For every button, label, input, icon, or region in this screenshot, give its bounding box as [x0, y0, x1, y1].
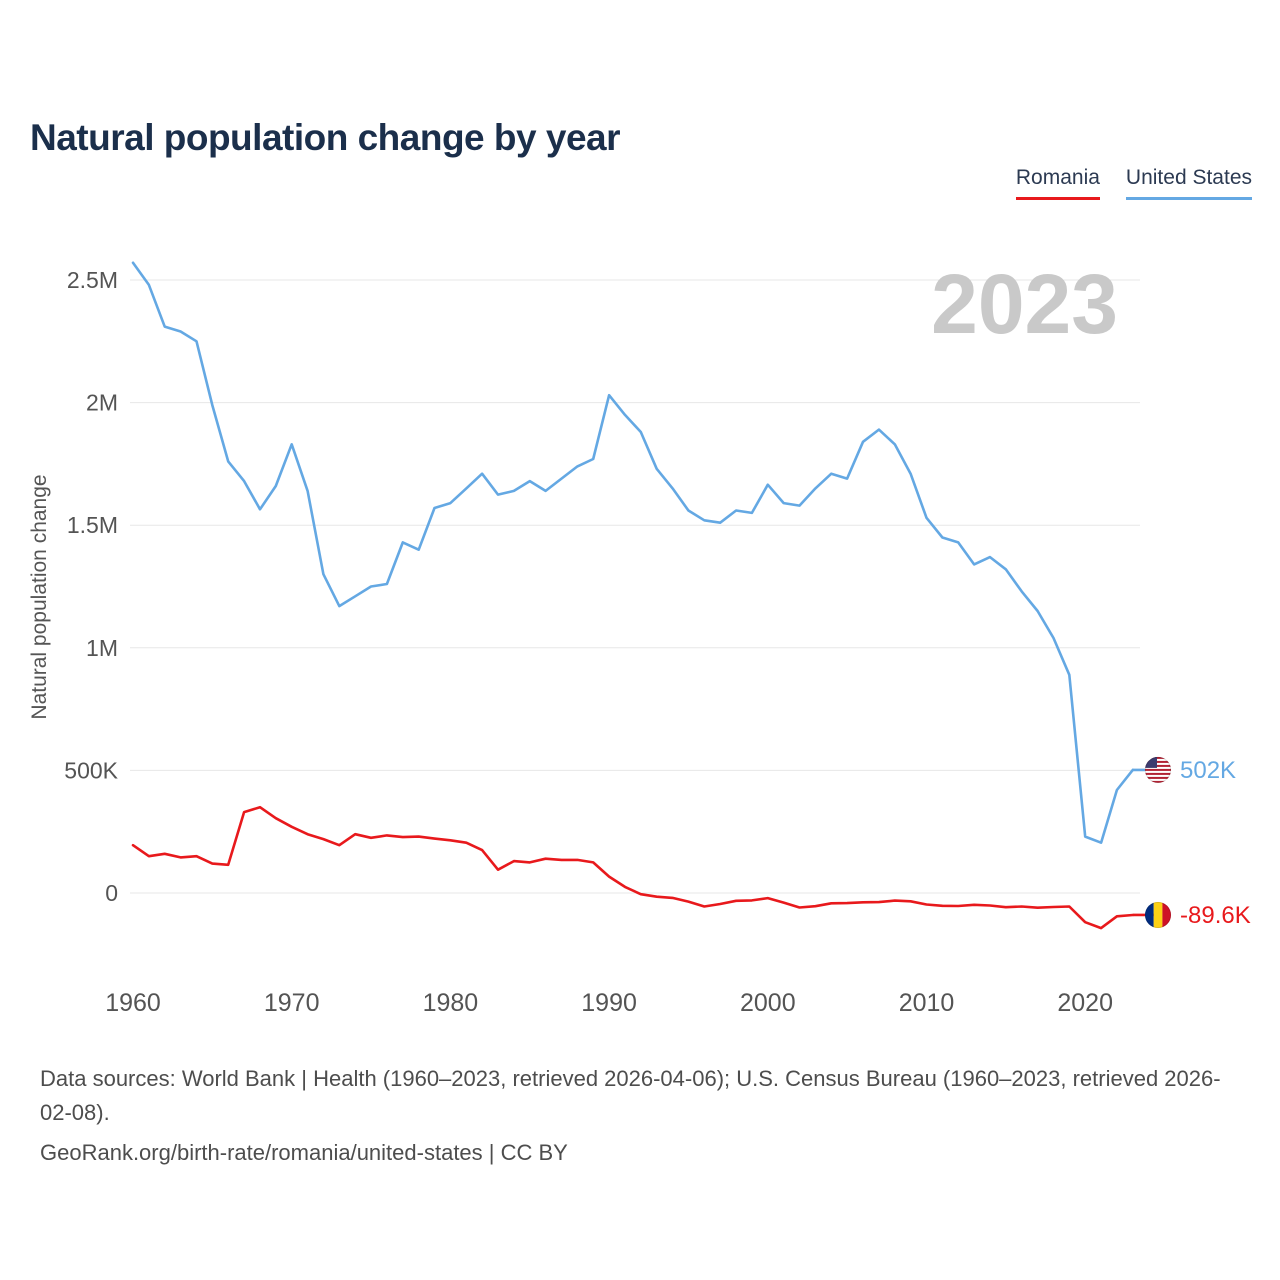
- romania-flag-icon: [1144, 901, 1172, 929]
- us-flag-icon: [1144, 756, 1172, 784]
- y-tick-label: 1M: [86, 635, 118, 661]
- attribution-text: GeoRank.org/birth-rate/romania/united-st…: [40, 1140, 568, 1166]
- data-sources-text: Data sources: World Bank | Health (1960–…: [40, 1066, 1221, 1126]
- united-states-end-value-label: 502K: [1180, 757, 1236, 784]
- watermark-year: 2023: [931, 257, 1118, 351]
- legend: Romania United States: [1015, 166, 1252, 200]
- footer: Data sources: World Bank | Health (1960–…: [40, 1062, 1245, 1176]
- united-states-line: [131, 261, 1135, 845]
- y-tick-label: 0: [105, 880, 118, 906]
- x-tick-label: 1960: [105, 989, 161, 1017]
- romania-end-value-label: -89.6K: [1180, 902, 1251, 929]
- x-tick-label: 2010: [899, 989, 955, 1017]
- y-tick-label: 500K: [64, 757, 118, 783]
- romania-line: [131, 805, 1135, 930]
- x-tick-label: 2000: [740, 989, 796, 1017]
- legend-item-united-states[interactable]: United States: [1125, 166, 1252, 200]
- y-tick-label: 2.5M: [67, 267, 118, 293]
- x-tick-label: 1990: [581, 989, 637, 1017]
- y-tick-label: 2M: [86, 390, 118, 416]
- page-title: Natural population change by year: [30, 116, 621, 158]
- y-axis-title: Natural population change: [28, 474, 51, 719]
- y-tick-label: 1.5M: [67, 512, 118, 538]
- x-tick-label: 1970: [264, 989, 320, 1017]
- population-change-chart: 0 500K 1M 1.5M 2M 2.5M 2023 1960 1970 1980 1990 200…: [28, 257, 1251, 1017]
- legend-item-romania[interactable]: Romania: [1015, 166, 1100, 200]
- x-tick-label: 1980: [423, 989, 479, 1017]
- x-tick-label: 2020: [1057, 989, 1113, 1017]
